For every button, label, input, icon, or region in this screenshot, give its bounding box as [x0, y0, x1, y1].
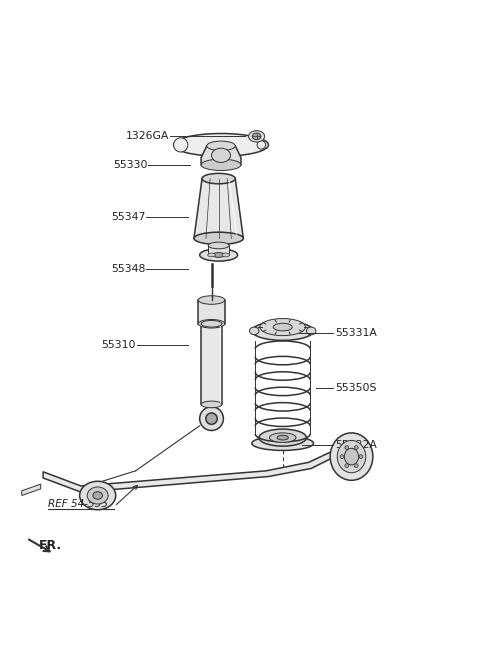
Ellipse shape — [306, 327, 316, 334]
Polygon shape — [198, 300, 225, 324]
Ellipse shape — [257, 141, 265, 149]
Ellipse shape — [354, 464, 358, 468]
Ellipse shape — [198, 319, 225, 328]
Text: 55332A: 55332A — [335, 440, 377, 450]
Polygon shape — [43, 451, 335, 492]
Text: 55310: 55310 — [101, 340, 136, 350]
Text: 55350S: 55350S — [335, 383, 376, 393]
Ellipse shape — [252, 133, 261, 140]
Ellipse shape — [345, 445, 348, 449]
Ellipse shape — [252, 321, 313, 340]
Polygon shape — [194, 179, 243, 238]
Ellipse shape — [249, 131, 264, 142]
Text: 55331A: 55331A — [335, 328, 377, 338]
Text: 1326GA: 1326GA — [125, 131, 169, 141]
Ellipse shape — [198, 296, 225, 304]
Ellipse shape — [201, 401, 222, 408]
Ellipse shape — [344, 448, 359, 465]
Ellipse shape — [200, 407, 223, 430]
Ellipse shape — [93, 491, 102, 499]
Ellipse shape — [208, 253, 216, 257]
Ellipse shape — [354, 445, 358, 449]
Ellipse shape — [250, 327, 259, 334]
Ellipse shape — [269, 433, 296, 442]
Polygon shape — [201, 324, 222, 405]
Ellipse shape — [80, 482, 116, 510]
Text: 55348: 55348 — [111, 264, 145, 274]
Ellipse shape — [260, 319, 305, 336]
Ellipse shape — [206, 413, 217, 424]
Ellipse shape — [213, 252, 225, 258]
Polygon shape — [208, 246, 229, 255]
Ellipse shape — [259, 429, 306, 446]
Ellipse shape — [174, 138, 188, 152]
Polygon shape — [22, 484, 41, 495]
Ellipse shape — [345, 464, 348, 468]
Ellipse shape — [208, 242, 229, 249]
Polygon shape — [201, 146, 241, 165]
Ellipse shape — [202, 173, 235, 184]
Ellipse shape — [87, 487, 108, 504]
Ellipse shape — [337, 440, 366, 473]
Ellipse shape — [201, 159, 241, 171]
Ellipse shape — [330, 433, 373, 480]
Ellipse shape — [174, 133, 268, 156]
Ellipse shape — [252, 436, 313, 451]
Text: 55347: 55347 — [111, 212, 145, 222]
Ellipse shape — [340, 455, 344, 459]
Ellipse shape — [207, 141, 235, 150]
Ellipse shape — [200, 249, 238, 261]
Text: REF 54-555: REF 54-555 — [48, 499, 108, 509]
Ellipse shape — [273, 323, 292, 331]
Ellipse shape — [222, 253, 229, 257]
Ellipse shape — [212, 148, 230, 162]
Ellipse shape — [194, 232, 243, 244]
Ellipse shape — [359, 455, 363, 459]
Text: FR.: FR. — [39, 539, 62, 553]
Ellipse shape — [277, 435, 288, 440]
Ellipse shape — [201, 321, 222, 327]
Text: 55330: 55330 — [113, 160, 147, 170]
